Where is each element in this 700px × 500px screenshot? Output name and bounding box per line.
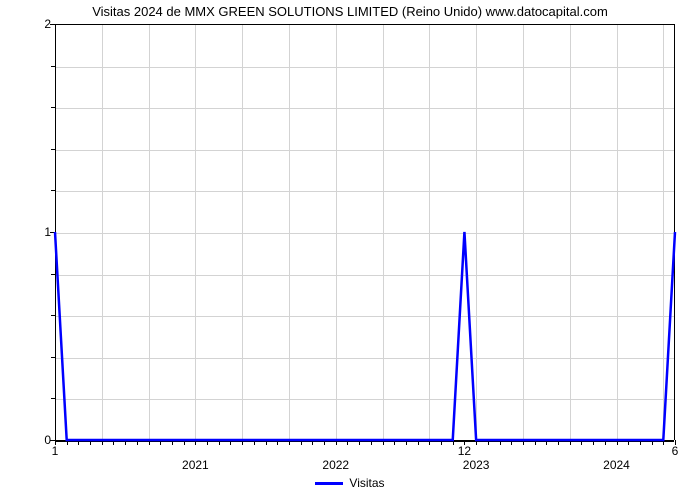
chart-title: Visitas 2024 de MMX GREEN SOLUTIONS LIMI… [0, 4, 700, 19]
y-tick-label: 1 [37, 225, 51, 239]
x-year-label: 2024 [603, 458, 630, 472]
x-year-label: 2021 [182, 458, 209, 472]
y-tick-label: 0 [37, 433, 51, 447]
data-point-label: 1 [52, 444, 59, 458]
x-year-label: 2023 [463, 458, 490, 472]
x-year-label: 2022 [322, 458, 349, 472]
legend-label: Visitas [349, 476, 384, 490]
data-point-label: 6 [672, 444, 679, 458]
y-tick [50, 440, 55, 441]
y-tick-label: 2 [37, 17, 51, 31]
chart-container: Visitas 2024 de MMX GREEN SOLUTIONS LIMI… [0, 0, 700, 500]
legend: Visitas [0, 476, 700, 490]
legend-swatch [315, 482, 343, 485]
series-line [55, 24, 675, 440]
data-point-label: 12 [458, 444, 471, 458]
